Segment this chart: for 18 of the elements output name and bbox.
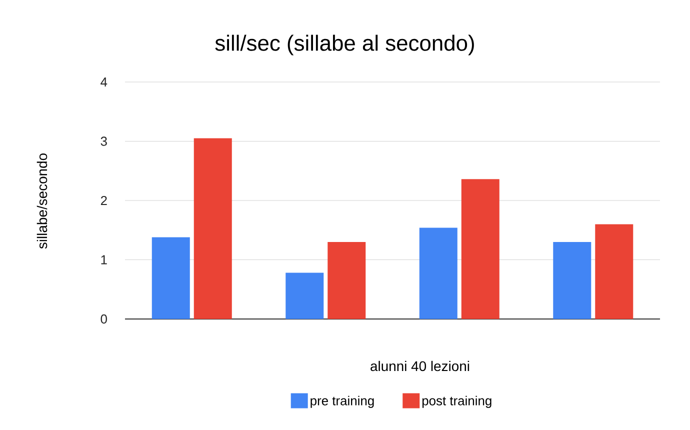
legend-label: post training <box>422 396 492 408</box>
chart-title: sill/sec (sillabe al secondo) <box>215 34 474 56</box>
bar <box>461 179 500 319</box>
bar <box>419 228 458 319</box>
bar <box>595 224 634 319</box>
bar <box>328 242 366 319</box>
y-axis-title: sillabe/secondo <box>36 154 48 249</box>
x-axis-title: alunni 40 lezioni <box>370 360 470 372</box>
bar <box>152 237 190 319</box>
y-tick-label: 1 <box>101 255 107 264</box>
y-tick-label: 4 <box>100 78 108 86</box>
bar <box>286 272 324 319</box>
bar <box>194 138 232 319</box>
bar <box>553 242 592 319</box>
y-tick-label: 2 <box>100 196 107 206</box>
y-tick-label: 3 <box>100 136 107 146</box>
legend-label: pre training <box>310 396 374 408</box>
y-tick-label: 0 <box>100 314 107 324</box>
